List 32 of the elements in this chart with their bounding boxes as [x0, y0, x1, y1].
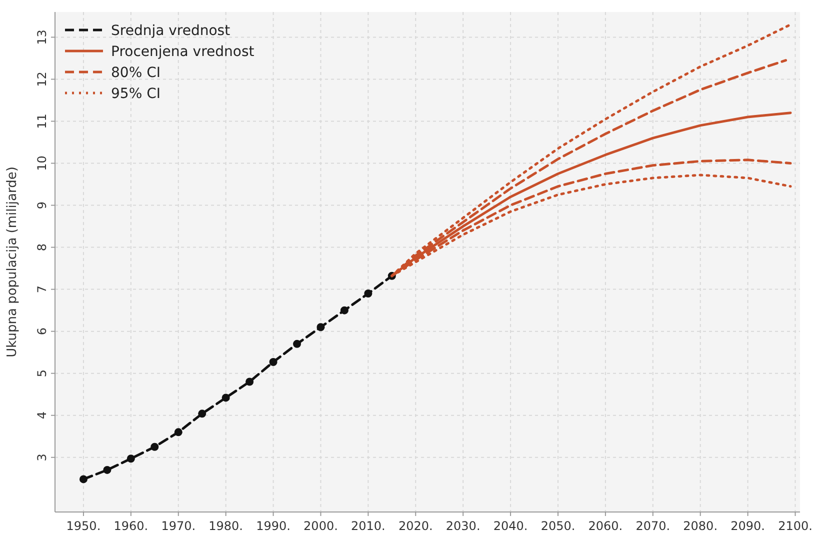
y-tick-label: 13: [35, 30, 49, 45]
x-tick-label: 2060.: [588, 519, 623, 533]
y-tick-label: 11: [35, 114, 49, 129]
legend-label: 95% CI: [111, 86, 160, 102]
x-tick-label: 1990.: [256, 519, 290, 533]
y-tick-label: 6: [35, 328, 49, 336]
y-tick-label: 9: [35, 201, 49, 210]
y-tick-label: 10: [35, 156, 49, 171]
y-tick-label: 12: [35, 72, 49, 87]
y-tick-label: 5: [35, 370, 49, 378]
y-tick-label: 4: [35, 412, 49, 420]
x-tick-label: 2040.: [493, 519, 528, 533]
x-tick-label: 2000.: [304, 519, 338, 533]
x-tick-label: 2020.: [398, 519, 433, 533]
x-tick-label: 1950.: [66, 519, 101, 533]
y-tick-label: 8: [35, 243, 49, 252]
y-axis-title: Ukupna populacija (milijarde): [5, 166, 20, 358]
x-tick-label: 2080.: [683, 519, 718, 533]
x-tick-label: 2100.: [778, 519, 812, 533]
x-tick-label: 1970.: [161, 519, 196, 533]
x-tick-label: 1980.: [208, 519, 244, 533]
x-tick-label: 1960.: [114, 519, 148, 533]
x-tick-label: 2010.: [351, 519, 386, 533]
legend-label: Srednja vrednost: [111, 23, 231, 39]
x-tick-label: 2070.: [636, 519, 670, 533]
legend-label: Procenjena vrednost: [111, 44, 255, 60]
x-tick-label: 2030.: [446, 519, 480, 533]
legend-label: 80% CI: [111, 65, 160, 81]
x-tick-label: 2050.: [540, 519, 576, 533]
x-tick-label: 2090.: [730, 519, 765, 533]
y-tick-label: 3: [35, 454, 49, 462]
y-tick-label: 7: [35, 285, 49, 294]
